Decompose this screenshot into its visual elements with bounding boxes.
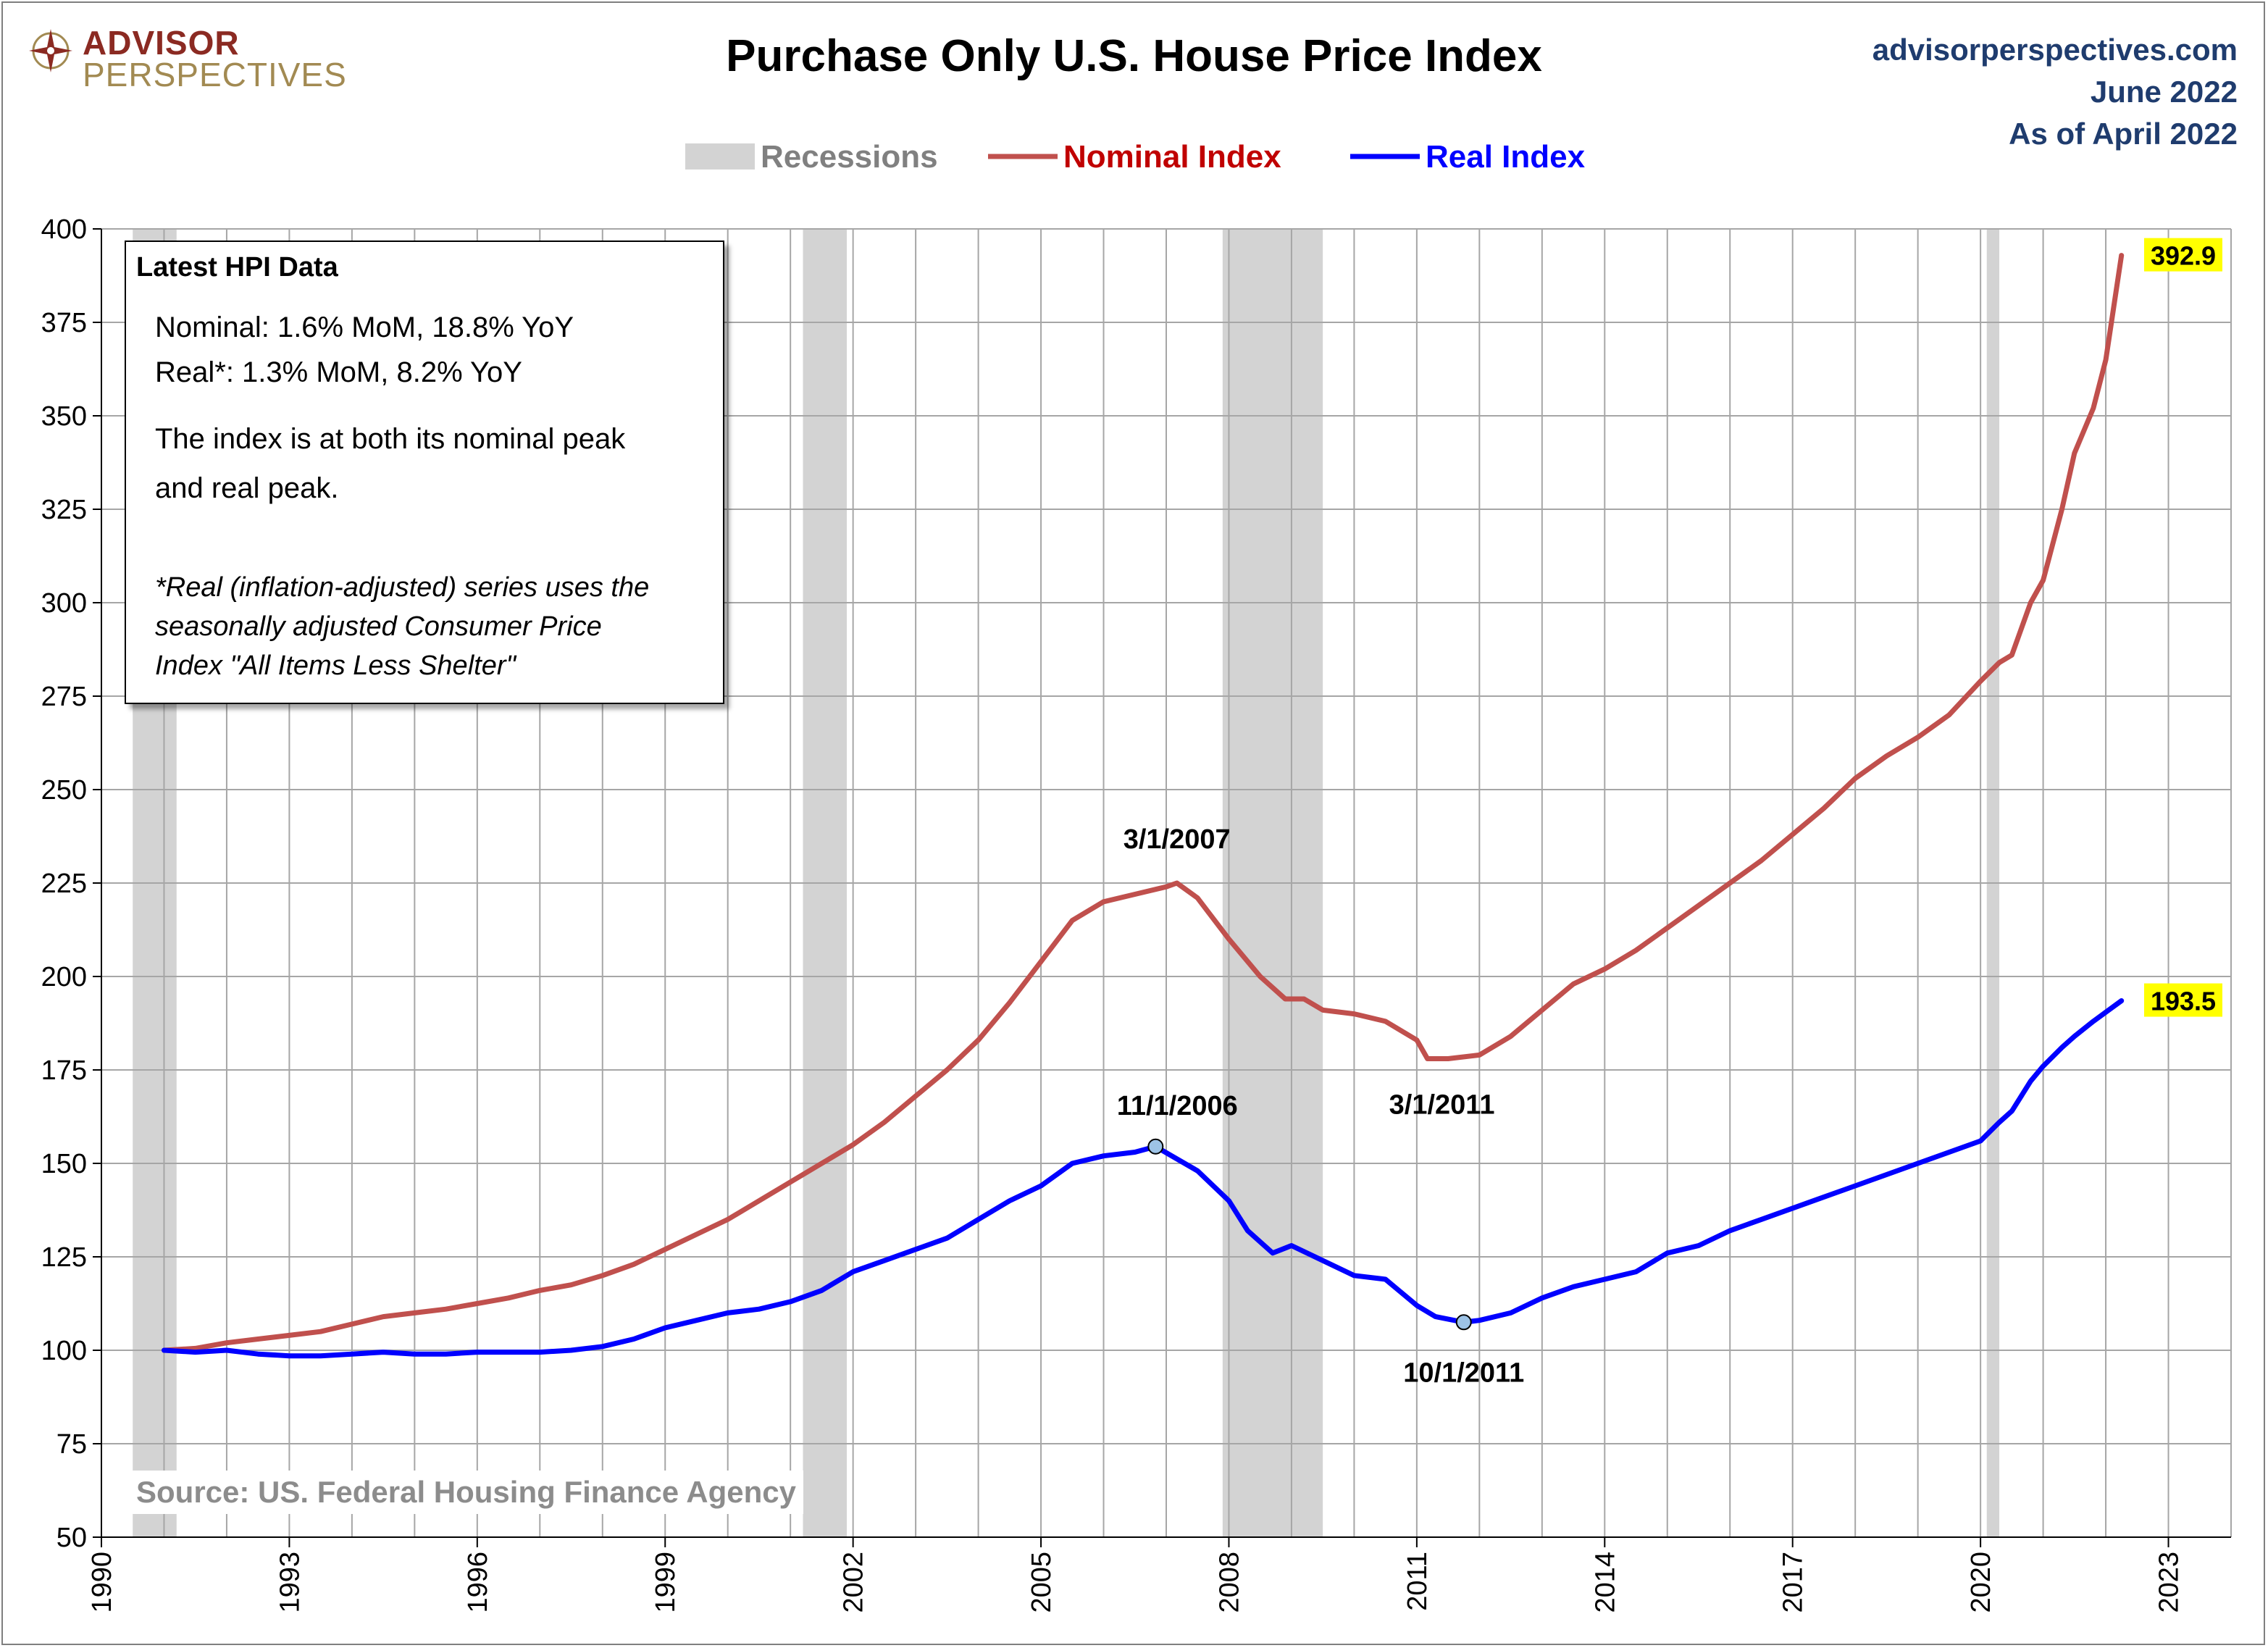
x-tick-label: 2008 <box>1214 1552 1244 1613</box>
y-tick-label: 175 <box>41 1055 87 1086</box>
infobox-title: Latest HPI Data <box>136 252 338 283</box>
y-tick-label: 125 <box>41 1242 87 1273</box>
source-note: Source: US. Federal Housing Finance Agen… <box>129 1471 803 1514</box>
x-tick-label: 2014 <box>1590 1552 1620 1613</box>
legend-swatch-recessions <box>685 143 755 170</box>
publish-date: June 2022 <box>2090 75 2238 109</box>
site-url[interactable]: advisorperspectives.com <box>1872 33 2238 67</box>
end-label-bg <box>2144 983 2222 1017</box>
x-tick-label: 2023 <box>2154 1552 2185 1613</box>
infobox-nominal: Nominal: 1.6% MoM, 18.8% YoY <box>155 311 574 343</box>
infobox-note1: *Real (inflation-adjusted) series uses t… <box>155 572 650 603</box>
y-tick-label: 250 <box>41 775 87 806</box>
x-tick-label: 2017 <box>1778 1552 1809 1613</box>
chart-annotations: 3/1/2007 3/1/2011 11/1/2006 10/1/2011 392.9 1… <box>1117 238 2222 1388</box>
annotation-label: 3/1/2011 <box>1389 1090 1495 1121</box>
compass-icon <box>29 29 72 72</box>
y-tick-label: 300 <box>41 588 87 619</box>
x-tick-label: 1993 <box>275 1552 305 1613</box>
y-tick-label: 350 <box>41 401 87 432</box>
x-tick-label: 2020 <box>1966 1552 1996 1613</box>
chart-axes: 50 75 100 125 150 175 200 225 250 275 300 325 350 375… <box>41 214 2231 1613</box>
annotation-label: 10/1/2011 <box>1403 1358 1524 1388</box>
brand-logo: ADVISOR PERSPECTIVES <box>25 22 346 94</box>
y-tick-label: 325 <box>41 495 87 525</box>
chart-title: Purchase Only U.S. House Price Index <box>726 31 1542 81</box>
y-tick-label: 400 <box>41 214 87 245</box>
x-tick-label: 1996 <box>463 1552 493 1613</box>
x-tick-label: 1999 <box>650 1552 681 1613</box>
end-value-label: 193.5 <box>2151 987 2216 1016</box>
legend-label: Nominal Index <box>1063 139 1281 175</box>
infobox-note3: Index "All Items Less Shelter" <box>155 651 516 681</box>
y-tick-label: 275 <box>41 682 87 712</box>
end-label-bg <box>2144 238 2222 272</box>
x-tick-label: 2011 <box>1402 1552 1433 1611</box>
infobox-note2: seasonally adjusted Consumer Price <box>155 611 602 642</box>
y-tick-label: 200 <box>41 962 87 992</box>
infobox-text1: The index is at both its nominal peak <box>155 423 626 455</box>
annotation-label: 11/1/2006 <box>1117 1091 1238 1121</box>
legend-label: Real Index <box>1426 139 1586 175</box>
y-tick-label: 225 <box>41 869 87 899</box>
real-index-line <box>162 998 2125 1359</box>
nominal-index-line <box>162 253 2125 1353</box>
annotation-marker <box>1455 1314 1472 1331</box>
chart-series <box>162 253 2125 1359</box>
latest-hpi-box: Latest HPI Data Nominal: 1.6% MoM, 18.8%… <box>125 240 724 704</box>
x-tick-label: 2002 <box>839 1552 869 1613</box>
site-info: advisorperspectives.com June 2022 As of … <box>1872 29 2238 155</box>
x-tick-label: 2005 <box>1026 1552 1057 1613</box>
infobox-real: Real*: 1.3% MoM, 8.2% YoY <box>155 356 522 388</box>
y-tick-label: 375 <box>41 308 87 338</box>
y-tick-label: 100 <box>41 1336 87 1366</box>
chart-legend: Recessions Nominal Index Real Index <box>685 139 1586 175</box>
annotation-label: 3/1/2007 <box>1123 824 1231 855</box>
data-as-of: As of April 2022 <box>2009 117 2238 151</box>
legend-label: Recessions <box>761 139 938 175</box>
y-tick-label: 75 <box>57 1429 87 1460</box>
infobox-text2: and real peak. <box>155 472 339 504</box>
annotation-marker <box>1147 1138 1164 1155</box>
x-tick-label: 1990 <box>87 1552 117 1613</box>
brand-line2: PERSPECTIVES <box>83 56 347 93</box>
brand-line1: ADVISOR <box>83 24 240 62</box>
y-tick-label: 150 <box>41 1149 87 1179</box>
end-value-label: 392.9 <box>2151 241 2216 271</box>
y-tick-label: 50 <box>57 1523 87 1553</box>
